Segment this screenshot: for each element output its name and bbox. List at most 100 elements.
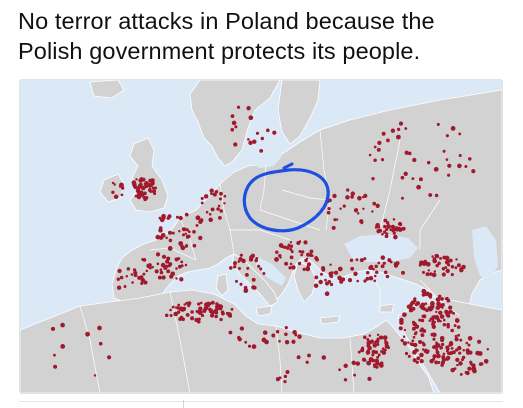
spain-cluster-marker: [170, 271, 176, 277]
france-cluster-marker: [178, 229, 181, 233]
levant-iraq-cluster-marker: [435, 310, 438, 314]
levant-iraq-cluster-marker: [415, 348, 419, 352]
levant-iraq-cluster-marker: [411, 339, 415, 343]
balkans-cluster-marker: [282, 245, 287, 249]
egypt-cluster-marker: [371, 339, 374, 343]
sahara-scatter-marker: [305, 360, 309, 364]
northern-europe-scatter-marker: [266, 128, 270, 133]
morocco-marker: [97, 325, 102, 331]
tweet-divider: [19, 401, 503, 402]
levant-iraq-cluster-marker: [434, 360, 439, 365]
balkans-cluster-marker: [285, 245, 290, 250]
germany-benelux-marker: [219, 209, 223, 213]
turkey-cluster-marker: [380, 255, 386, 260]
germany-benelux-marker: [212, 192, 217, 197]
italy-cluster-marker: [238, 267, 241, 270]
balkans-cluster-marker: [289, 244, 294, 248]
ukraine-cluster-marker: [385, 221, 390, 225]
levant-iraq-cluster-marker: [438, 294, 442, 298]
turkey-cluster-marker: [382, 261, 386, 265]
greece: [293, 261, 317, 303]
ukraine-cluster-marker: [384, 234, 389, 239]
belarus-ukraine-marker: [345, 195, 350, 200]
france-cluster-marker: [160, 232, 166, 238]
greece-marker: [321, 267, 326, 272]
russia-scatter-marker: [380, 157, 385, 162]
iraq-south-marker: [456, 363, 459, 367]
morocco-marker: [107, 355, 112, 360]
ireland-marker: [113, 183, 116, 186]
egypt-cluster-marker: [357, 350, 361, 354]
algeria-cluster-marker: [208, 302, 212, 306]
morocco-marker: [60, 344, 66, 349]
belarus-ukraine-marker: [331, 225, 336, 230]
levant-iraq-cluster-marker: [419, 304, 424, 309]
libya-cluster-marker: [284, 332, 288, 337]
italy-cluster-marker: [228, 266, 233, 270]
egypt-cluster-marker: [366, 360, 372, 366]
belarus-ukraine-marker: [354, 208, 358, 213]
belarus-ukraine-marker: [342, 204, 346, 208]
spain-cluster-marker: [177, 264, 182, 269]
russia-scatter-marker: [468, 157, 472, 161]
iraq-south-marker: [467, 335, 473, 341]
levant-iraq-cluster-marker: [436, 318, 441, 322]
russia-scatter-marker: [418, 177, 423, 182]
algeria-cluster-marker: [178, 307, 182, 311]
levant-iraq-cluster-marker: [442, 352, 446, 356]
levant-iraq-cluster-marker: [422, 290, 427, 295]
turkey-cluster-marker: [363, 279, 367, 283]
portugal-marker: [140, 277, 146, 283]
levant-iraq-cluster-marker: [426, 291, 430, 295]
belarus-ukraine-marker: [346, 188, 350, 192]
iraq-south-marker: [435, 348, 439, 352]
levant-iraq-cluster-marker: [451, 350, 456, 355]
levant-iraq-cluster-marker: [445, 313, 449, 317]
italy-cluster-marker: [243, 288, 248, 294]
russia-scatter-marker: [398, 121, 404, 126]
italy-cluster-marker: [262, 272, 266, 275]
spain-cluster-marker: [184, 263, 188, 267]
ukraine-cluster-marker: [392, 231, 396, 235]
france-cluster-marker: [158, 228, 163, 233]
balkans-cluster-marker: [289, 247, 293, 252]
morocco-marker: [93, 374, 97, 377]
spain-cluster-marker: [132, 268, 137, 272]
northern-europe-scatter-marker: [246, 106, 251, 111]
iraq-south-marker: [440, 342, 445, 347]
spain-cluster-marker: [161, 275, 166, 280]
portugal-marker: [131, 281, 134, 284]
portugal-marker: [116, 277, 120, 281]
northern-europe-scatter-marker: [248, 115, 254, 121]
levant-iraq-cluster-marker: [415, 301, 421, 306]
italy-cluster-marker: [239, 253, 243, 257]
levant-iraq-cluster-marker: [435, 297, 441, 302]
iraq-south-marker: [455, 357, 460, 363]
adriatic-sea: [256, 256, 286, 286]
algeria-cluster-marker: [169, 313, 173, 318]
levant-iraq-cluster-marker: [435, 305, 441, 311]
caucasus-cluster-marker: [431, 255, 434, 258]
portugal-marker: [140, 281, 144, 285]
caucasus-cluster-marker: [455, 258, 458, 261]
russia-scatter-marker: [377, 140, 382, 146]
iraq-south-marker: [483, 358, 489, 364]
balkans-cluster-marker: [300, 253, 304, 257]
levant-iraq-cluster-marker: [439, 314, 445, 319]
iraq-south-marker: [446, 355, 451, 361]
levant-iraq-cluster-marker: [440, 306, 444, 309]
egypt-cluster-marker: [363, 335, 367, 340]
iraq-south-marker: [458, 351, 462, 355]
levant-iraq-cluster-marker: [433, 320, 437, 324]
spain-cluster-marker: [166, 269, 171, 274]
sahara-scatter-marker: [307, 353, 311, 358]
algeria-cluster-marker: [190, 316, 195, 321]
portugal-marker: [119, 275, 124, 280]
turkey-cluster-marker: [350, 266, 355, 271]
caucasus-cluster-marker: [441, 267, 446, 271]
northern-europe-scatter-marker: [233, 142, 238, 147]
balkans-cluster-marker: [291, 265, 296, 270]
turkey-cluster-marker: [356, 279, 360, 283]
terror-attack-map[interactable]: [19, 79, 503, 394]
russia-scatter-marker: [376, 147, 381, 152]
